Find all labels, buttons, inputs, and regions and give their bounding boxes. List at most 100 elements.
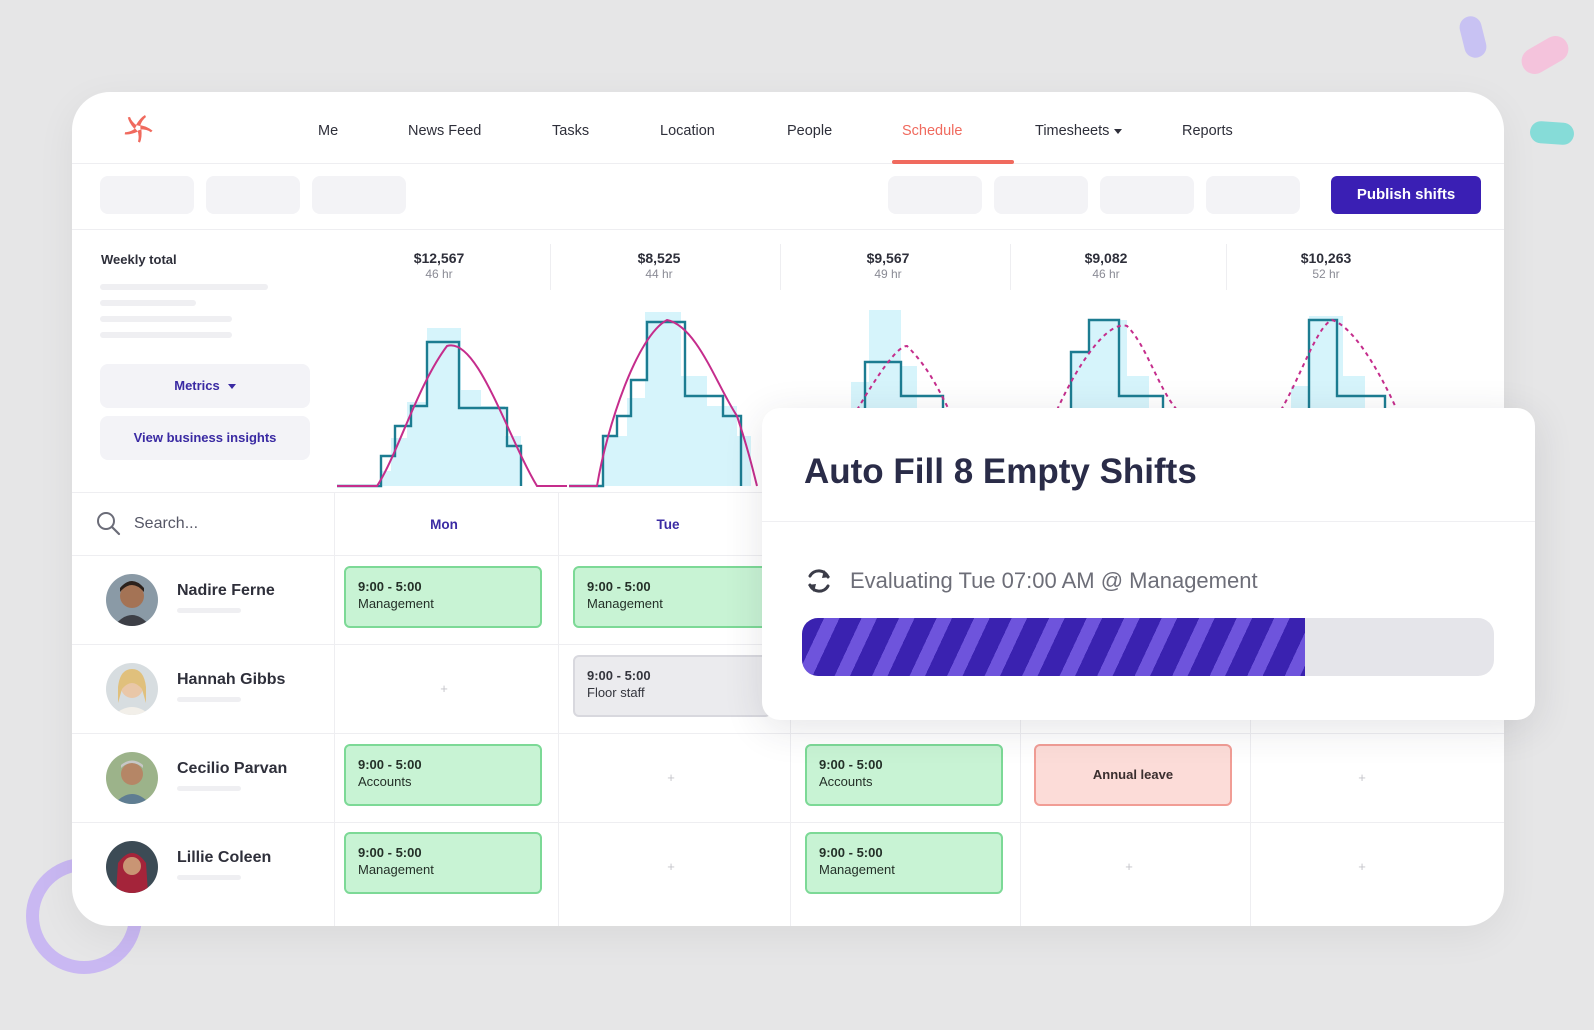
metrics-dropdown[interactable]: Metrics: [100, 364, 310, 408]
nav-schedule[interactable]: Schedule: [902, 123, 963, 139]
shift-block[interactable]: 9:00 - 5:00 Floor staff: [573, 655, 771, 717]
nav-timesheets-label: Timesheets: [1035, 123, 1110, 139]
avatar[interactable]: [106, 574, 158, 626]
search-box[interactable]: Search...: [96, 511, 316, 539]
publish-shifts-button[interactable]: Publish shifts: [1331, 176, 1481, 214]
toolbar-placeholder-button[interactable]: [100, 176, 194, 214]
employee-name[interactable]: Nadire Ferne: [177, 582, 275, 599]
avatar[interactable]: [106, 752, 158, 804]
decor-pill-purple: [1457, 13, 1489, 61]
avatar[interactable]: [106, 841, 158, 893]
decor-pill-teal: [1529, 120, 1575, 146]
divider: [550, 244, 551, 290]
divider: [762, 521, 1535, 522]
shift-time: 9:00 - 5:00: [358, 757, 422, 772]
day-stat: $9,082 46 hr: [1006, 250, 1206, 281]
decor-pill-pink: [1516, 31, 1574, 79]
skeleton-line: [177, 786, 241, 791]
table-row: Cecilio Parvan: [72, 734, 1504, 823]
auto-fill-title: Auto Fill 8 Empty Shifts: [804, 452, 1197, 491]
divider: [558, 492, 559, 926]
search-input[interactable]: Search...: [134, 515, 199, 532]
day-cost: $8,525: [637, 250, 681, 266]
nav-me[interactable]: Me: [318, 123, 339, 139]
nav-timesheets[interactable]: Timesheets: [1035, 92, 1123, 164]
day-hours: 49 hr: [874, 267, 902, 281]
divider: [1010, 244, 1011, 290]
avatar[interactable]: [106, 663, 158, 715]
skeleton-line: [100, 332, 232, 338]
add-shift-icon[interactable]: +: [667, 770, 675, 785]
shift-time: 9:00 - 5:00: [587, 579, 651, 594]
day-stat: $12,567 46 hr: [339, 250, 539, 281]
shift-block[interactable]: 9:00 - 5:00 Management: [573, 566, 771, 628]
nav-news-feed[interactable]: News Feed: [408, 123, 482, 139]
nav-people[interactable]: People: [787, 123, 833, 139]
auto-fill-panel: Auto Fill 8 Empty Shifts Evaluating Tue …: [762, 408, 1535, 720]
toolbar-placeholder-button[interactable]: [1206, 176, 1300, 214]
toolbar-placeholder-button[interactable]: [888, 176, 982, 214]
shift-time: 9:00 - 5:00: [587, 668, 651, 683]
toolbar-placeholder-button[interactable]: [312, 176, 406, 214]
shift-block[interactable]: 9:00 - 5:00 Accounts: [805, 744, 1003, 806]
chart-tue: [569, 312, 758, 488]
shift-role: Floor staff: [587, 685, 645, 700]
chevron-down-icon: [227, 384, 236, 390]
chart-mon: [337, 328, 567, 488]
employee-name[interactable]: Hannah Gibbs: [177, 671, 286, 688]
day-hours: 52 hr: [1312, 267, 1340, 281]
weekly-total-label: Weekly total: [101, 252, 177, 267]
employee-name[interactable]: Cecilio Parvan: [177, 760, 288, 777]
nav-location[interactable]: Location: [660, 123, 715, 139]
divider: [334, 492, 335, 926]
skeleton-line: [177, 697, 241, 702]
add-shift-icon[interactable]: +: [667, 859, 675, 874]
day-header-tue[interactable]: Tue: [656, 517, 680, 532]
shift-role: Accounts: [819, 774, 873, 789]
shift-block[interactable]: 9:00 - 5:00 Management: [344, 832, 542, 894]
day-cost: $12,567: [413, 250, 465, 266]
refresh-icon: [808, 569, 830, 593]
skeleton-line: [100, 284, 268, 290]
staffing-demand-charts: [337, 310, 1398, 488]
shift-block[interactable]: 9:00 - 5:00 Accounts: [344, 744, 542, 806]
skeleton-line: [177, 875, 241, 880]
day-stat: $9,567 49 hr: [788, 250, 988, 281]
day-hours: 46 hr: [425, 267, 453, 281]
weekly-metrics-panel: Weekly total Metrics View business insig…: [72, 230, 337, 502]
shift-time: 9:00 - 5:00: [358, 845, 422, 860]
employee-name[interactable]: Lillie Coleen: [177, 849, 272, 866]
toolbar-placeholder-button[interactable]: [1100, 176, 1194, 214]
add-shift-icon[interactable]: +: [1358, 859, 1366, 874]
day-cost: $10,263: [1300, 250, 1352, 266]
skeleton-line: [100, 300, 196, 306]
day-stat: $10,263 52 hr: [1226, 250, 1426, 281]
shift-time: 9:00 - 5:00: [819, 845, 883, 860]
table-row: Lillie Coleen: [72, 823, 1504, 912]
toolbar-placeholder-button[interactable]: [206, 176, 300, 214]
search-icon: [97, 512, 121, 536]
add-shift-icon[interactable]: +: [1358, 770, 1366, 785]
nav-active-indicator: [892, 160, 1014, 164]
shift-block[interactable]: 9:00 - 5:00 Management: [805, 832, 1003, 894]
chevron-down-icon: [1114, 128, 1123, 134]
auto-fill-status: Evaluating Tue 07:00 AM @ Management: [850, 568, 1258, 593]
nav-tasks[interactable]: Tasks: [552, 123, 590, 139]
add-shift-icon[interactable]: +: [440, 681, 448, 696]
chart-fri: [1280, 316, 1398, 412]
add-shift-icon[interactable]: +: [1125, 859, 1133, 874]
skeleton-line: [177, 608, 241, 613]
day-header-mon[interactable]: Mon: [430, 517, 458, 532]
day-cost: $9,567: [866, 250, 910, 266]
chart-wed: [849, 310, 950, 412]
nav-reports[interactable]: Reports: [1182, 123, 1233, 139]
view-business-insights-button[interactable]: View business insights: [100, 416, 310, 460]
auto-fill-progress-bar: [802, 618, 1494, 676]
shift-block[interactable]: 9:00 - 5:00 Management: [344, 566, 542, 628]
toolbar-placeholder-button[interactable]: [994, 176, 1088, 214]
logo-icon[interactable]: [122, 112, 154, 144]
shift-time: 9:00 - 5:00: [819, 757, 883, 772]
annual-leave-block[interactable]: Annual leave: [1034, 744, 1232, 806]
shift-role: Management: [358, 596, 434, 611]
table-row: Hannah Gibbs: [72, 645, 1504, 734]
